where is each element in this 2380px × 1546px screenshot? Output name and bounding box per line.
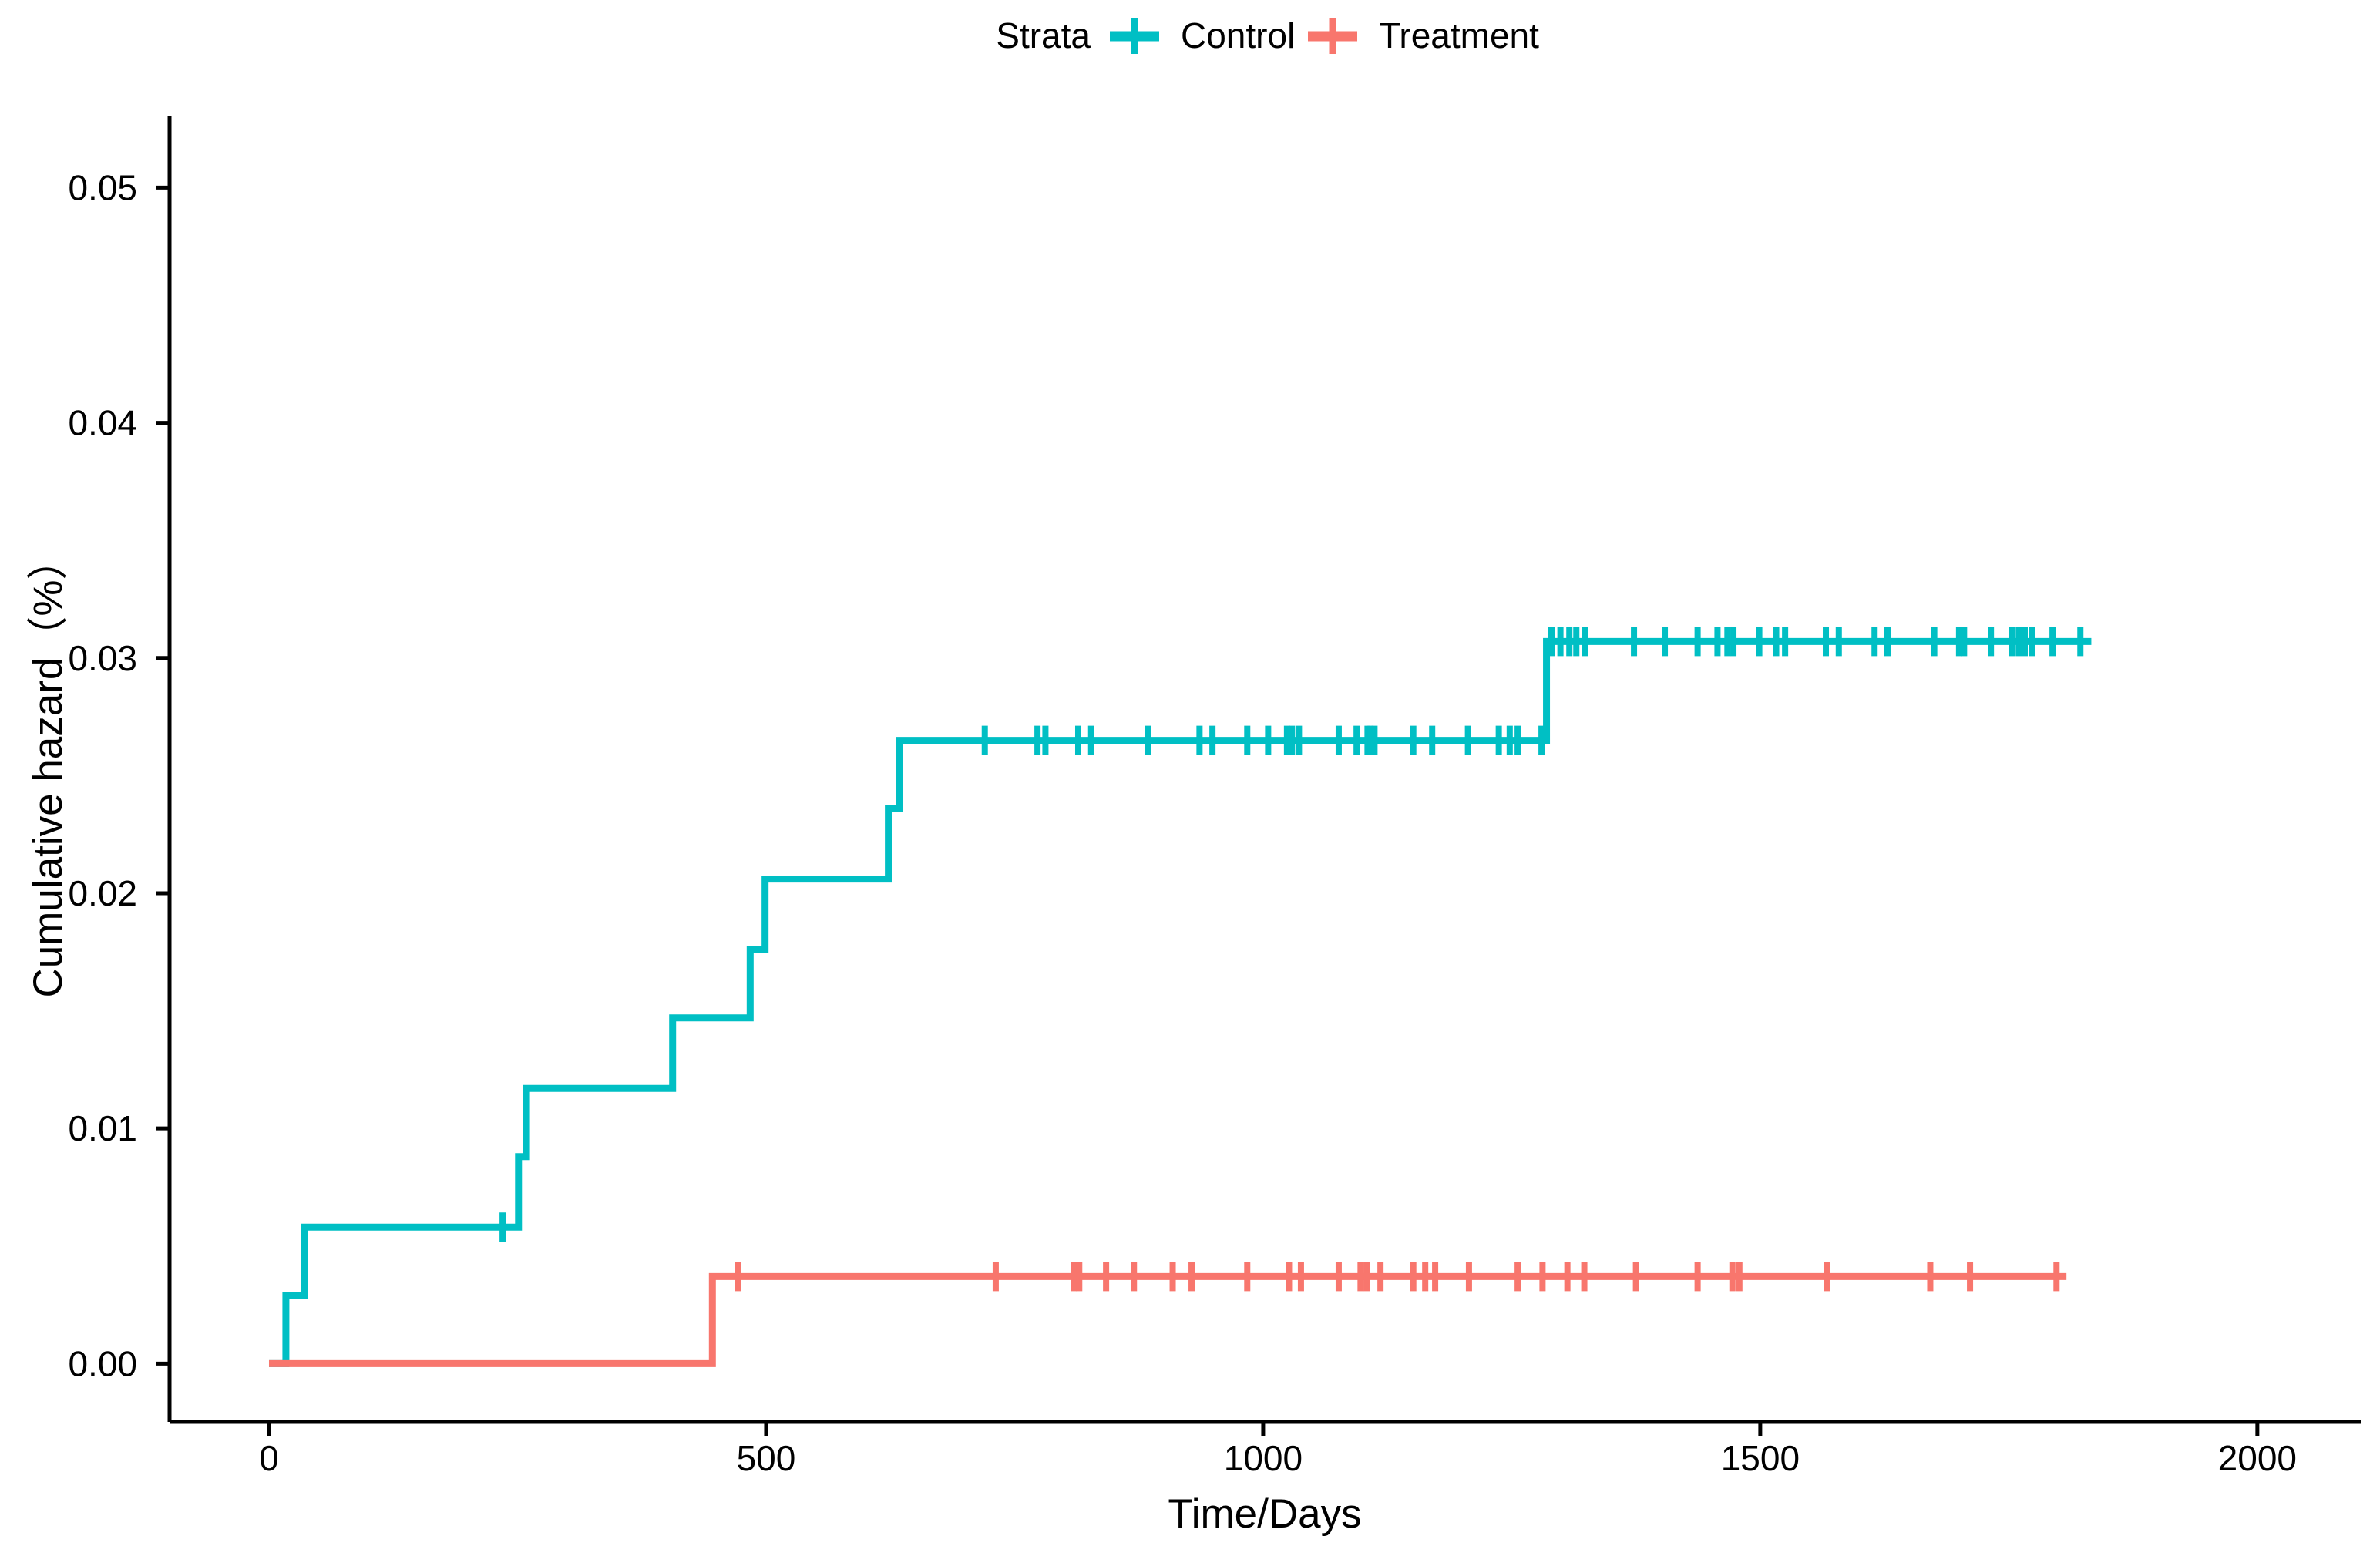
legend-item-treatment[interactable]: Treatment: [1308, 15, 1539, 55]
y-tick-label: 0.05: [68, 167, 137, 207]
treatment-cross-icon: [1308, 18, 1357, 54]
series-line-treatment: [268, 1272, 2067, 1367]
x-tick-label: 1000: [1224, 1438, 1303, 1478]
y-tick-label: 0.03: [68, 638, 137, 678]
legend-item-control[interactable]: Control: [1110, 15, 1295, 55]
x-tick-label: 500: [737, 1438, 796, 1478]
legend-label-treatment: Treatment: [1379, 15, 1539, 55]
legend-label-control: Control: [1181, 15, 1295, 55]
y-axis-title: Cumulative hazard（%）: [25, 539, 71, 997]
legend-title: Strata: [996, 15, 1091, 55]
series-line-control: [268, 637, 2092, 1367]
x-tick-label: 0: [259, 1438, 279, 1478]
x-tick-label: 2000: [2218, 1438, 2297, 1478]
series-layer: [268, 627, 2092, 1367]
y-tick-label: 0.01: [68, 1108, 137, 1148]
x-tick-label: 1500: [1721, 1438, 1800, 1478]
y-tick-label: 0.02: [68, 873, 137, 913]
x-axis-title: Time/Days: [1168, 1491, 1361, 1537]
control-cross-icon: [1110, 18, 1159, 54]
y-tick-label: 0.04: [68, 403, 137, 443]
legend: Strata Control Treatment: [996, 15, 1539, 55]
axes: 0 500 1000 1500 2000 0.00 0.01 0.02 0.03 0.04 0.05: [68, 116, 2361, 1478]
y-tick-label: 0.00: [68, 1343, 137, 1383]
